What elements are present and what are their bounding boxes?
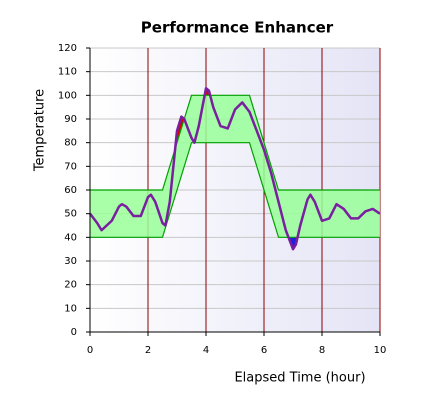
x-axis-label: Elapsed Time (hour) <box>234 371 365 386</box>
temperature-line <box>89 86 381 251</box>
y-tick-label: 80 <box>64 138 77 149</box>
x-tick-label: 10 <box>374 345 387 356</box>
x-tick-label: 2 <box>145 345 151 356</box>
y-tick-label: 110 <box>58 67 77 78</box>
y-tick-label: 60 <box>64 185 77 196</box>
y-tick-label: 50 <box>64 209 77 220</box>
y-tick-label: 0 <box>71 327 77 338</box>
x-tick-label: 4 <box>203 345 209 356</box>
x-tick-label: 6 <box>261 345 267 356</box>
y-tick-label: 120 <box>58 43 77 54</box>
y-tick-label: 100 <box>58 90 77 101</box>
y-tick-label: 40 <box>64 232 77 243</box>
limit-line <box>90 142 380 238</box>
y-tick-label: 70 <box>64 161 77 172</box>
y-tick-label: 20 <box>64 280 77 291</box>
x-tick-label: 0 <box>87 345 93 356</box>
limit-line <box>90 94 380 191</box>
chart-title: Performance Enhancer <box>141 19 334 37</box>
y-tick-label: 10 <box>64 303 77 314</box>
x-tick-label: 8 <box>319 345 325 356</box>
y-axis-label: Temperature <box>33 89 48 172</box>
y-tick-label: 90 <box>64 114 77 125</box>
y-tick-label: 30 <box>64 256 77 267</box>
